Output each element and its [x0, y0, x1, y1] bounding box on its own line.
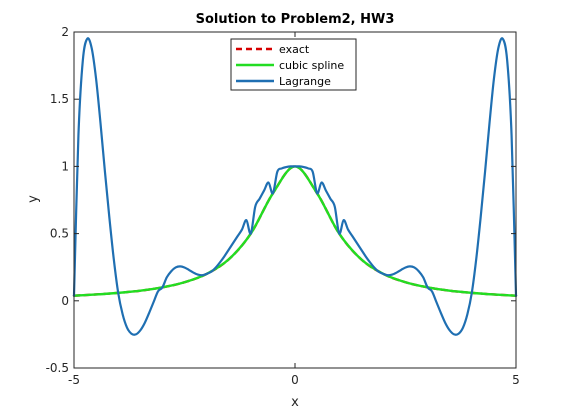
x-tick-label: -5	[68, 373, 80, 387]
y-tick-label: 1	[61, 159, 69, 173]
y-tick-label: -0.5	[46, 361, 69, 375]
series-line-lagrange	[72, 37, 518, 336]
x-tick-label: 0	[291, 373, 299, 387]
y-tick-label: 2	[61, 25, 69, 39]
y-axis-label: y	[26, 195, 41, 203]
x-tick-label: 5	[512, 373, 520, 387]
y-tick-label: 0.5	[50, 227, 69, 241]
legend-label: Lagrange	[279, 75, 331, 88]
legend-label: cubic spline	[279, 59, 344, 72]
y-tick-label: 1.5	[50, 92, 69, 106]
plot-lines	[72, 37, 518, 336]
axis-ticks	[73, 31, 517, 369]
chart-title: Solution to Problem2, HW3	[196, 12, 395, 27]
legend: exact cubic spline Lagrange	[230, 38, 357, 91]
y-tick-label: 0	[61, 294, 69, 308]
legend-label: exact	[279, 43, 310, 56]
tick-labels: -5 0 5 -0.5 0 0.5 1 1.5 2	[46, 25, 520, 387]
x-axis-label: x	[291, 395, 299, 410]
